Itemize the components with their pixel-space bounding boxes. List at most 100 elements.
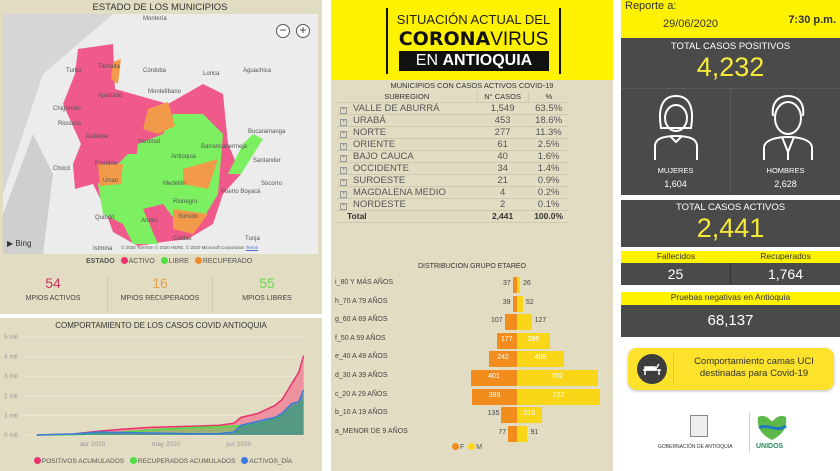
expand-icon[interactable]: + [340,119,347,126]
city-label: Apartadó [98,93,123,99]
female-bar[interactable] [472,388,517,405]
age-data-label: 242 [497,354,509,362]
activos-value: 2,441 [696,213,765,243]
x-tick-label: abr 2020 [80,441,106,448]
female-dot-icon [452,443,459,450]
male-bar[interactable] [517,388,601,405]
percent-cell: 11.3% [528,126,569,139]
table-row[interactable]: + URABÁ 453 18.6% [337,114,569,127]
age-data-label: 77 [498,428,507,436]
table-row[interactable]: + NORTE 277 11.3% [337,126,569,139]
expand-icon[interactable]: + [340,107,347,114]
female-bar[interactable] [508,425,517,442]
age-chart-title: DISTRIBUCION GRUPO ETAREO [418,263,526,270]
copyright-text: © 2020 TomTom © 2020 HERE, © 2020 Micros… [121,245,245,250]
fallecidos-panel: Fallecidos 25 [621,251,731,285]
age-category-label: c_20 A 29 AÑOS [335,390,388,398]
male-bar[interactable] [517,332,550,349]
area-2 [36,389,304,435]
table-row[interactable]: + OCCIDENTE 34 1.4% [337,162,569,175]
age-category-label: h_70 A 79 AÑOS [335,297,388,305]
col-subregion[interactable]: SUBREGION [337,91,477,103]
female-bar[interactable] [489,351,517,368]
female-bar[interactable] [512,295,517,312]
expand-icon[interactable]: + [340,191,347,198]
age-data-label: 215 [523,410,536,418]
map-legend: ESTADO ACTIVO LIBRE RECUPERADO [86,257,252,265]
activos-dot-icon [241,457,249,464]
table-row[interactable]: + MAGDALENA MEDIO 4 0.2% [337,186,569,199]
col-percent[interactable]: % [527,91,569,103]
female-bar[interactable] [501,407,517,424]
uci-line2: destinadas para Covid-19 [699,368,809,379]
expand-icon[interactable]: + [340,167,347,174]
female-bar[interactable] [512,277,517,293]
age-category-label: i_80 Y MÁS AÑOS [335,279,394,286]
trend-chart: 0 mil 1 mil 2 mil 3 mil 4 mil 5 mil abr 2020 ma… [4,334,306,448]
municipios-map[interactable]: Montería Tierralta Turbo Córdoba Lorica Aguac… [3,14,318,254]
fallecidos-value: 25 [621,263,731,285]
legend-m: M [476,444,483,451]
male-bar[interactable] [517,277,520,293]
men-label: HOMBRES [766,166,805,175]
city-label: Chocó [53,166,71,172]
city-label: Andes [141,218,158,224]
male-bar[interactable] [517,295,523,312]
zoom-out-button[interactable]: − [276,24,290,38]
age-data-label: 37 [502,280,511,287]
percent-cell: 1.6% [528,150,569,163]
expand-icon[interactable]: + [340,143,347,150]
expand-icon[interactable]: + [340,155,347,162]
male-bar[interactable] [517,425,528,442]
table-row[interactable]: + BAJO CAUCA 40 1.6% [337,150,569,163]
recovered-region [183,159,218,189]
female-bar[interactable] [496,332,517,349]
age-data-label: 401 [488,373,500,380]
women-label: MUJERES [657,166,694,175]
expand-icon[interactable]: + [340,131,347,138]
kpi-value: 54 [45,275,61,291]
city-label: Lorica [203,71,220,77]
expand-icon[interactable]: + [340,203,347,210]
report-time: 7:30 p.m. [788,14,836,26]
table-row[interactable]: + SUROESTE 21 0.9% [337,174,569,187]
percent-cell: 0.9% [528,174,569,187]
female-bar[interactable] [470,370,517,386]
kpi-label: MPIOS ACTIVOS [25,295,81,302]
zoom-in-button[interactable]: + [296,24,310,38]
female-bar[interactable] [504,314,517,331]
male-bar[interactable] [517,351,564,368]
legend-free: LIBRE [168,258,189,265]
male-bar[interactable] [517,407,542,424]
expand-icon[interactable]: + [340,179,347,186]
activos-panel: TOTAL CASOS ACTIVOS 2,441 [621,200,840,247]
terms-link[interactable]: Terms [245,245,259,250]
table-row[interactable]: + NORDESTE 2 0.1% [337,198,569,211]
hospital-bed-icon [637,354,667,384]
y-tick-label: 3 mil [4,373,18,380]
city-label: Turbo [66,68,82,74]
table-row[interactable]: + VALLE DE ABURRÁ 1,549 63.5% [337,102,569,115]
percent-cell: 0.1% [528,198,569,211]
casos-cell: 4 [477,186,529,199]
recovered-region [111,59,121,84]
recuperados-dot-icon [129,457,137,464]
legend-active: ACTIVO [128,258,155,265]
uci-button[interactable]: Comportamiento camas UCI destinadas para … [628,348,834,390]
percent-cell: 63.5% [528,102,569,115]
women-value: 1,604 [664,179,687,189]
divider [730,89,731,195]
city-label: Istmina [93,246,113,252]
city-label: Frontino [95,161,118,167]
male-bar[interactable] [517,370,598,386]
table-row[interactable]: + ORIENTE 61 2.5% [337,138,569,151]
bing-text: Bing [15,239,32,248]
col-casos[interactable]: N° CASOS [476,91,529,103]
banner-bar [386,8,388,74]
legend-f: F [460,444,465,451]
positivos-value: 4,232 [696,52,765,82]
city-label: Antioquia [171,154,197,160]
table-title: MUNICIPIOS CON CASOS ACTIVOS COVID-19 [390,81,554,90]
legend-positivos: POSITIVOS ACUMULADOS [41,458,125,465]
male-bar[interactable] [517,314,532,331]
